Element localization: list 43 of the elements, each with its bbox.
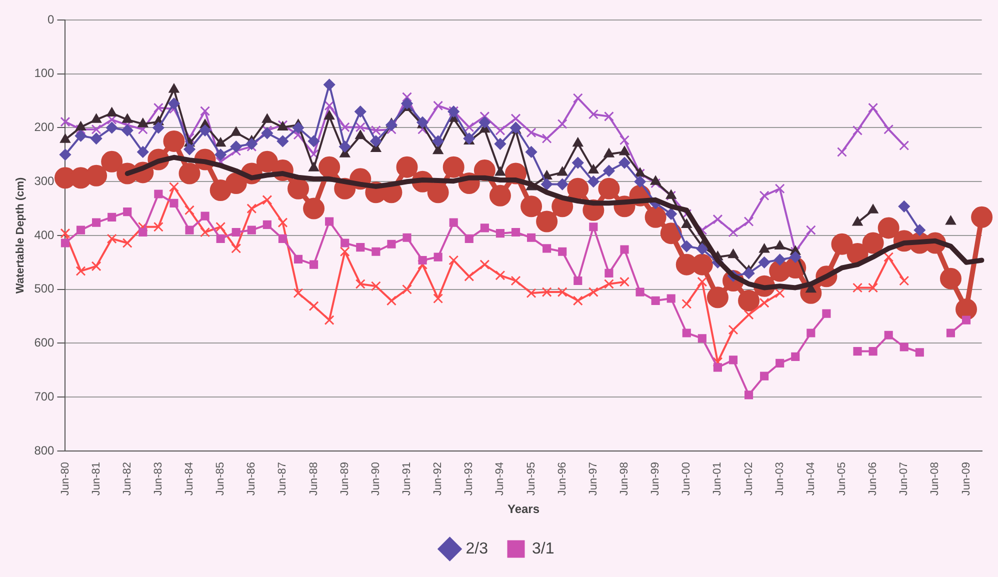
y-tick-label: 300 — [34, 174, 55, 188]
x-tick-label: Jun-07 — [898, 462, 910, 496]
y-tick-label: 400 — [34, 228, 55, 242]
y-axis-title: Watertable Depth (cm) — [14, 176, 27, 294]
x-tick-label: Jun-82 — [121, 462, 134, 496]
x-tick-label: Jun-80 — [59, 462, 72, 496]
x-tick-label: Jun-84 — [184, 462, 196, 496]
x-tick-label: Jun-81 — [90, 462, 102, 496]
y-tick-label: 0 — [48, 12, 55, 26]
y-tick-label: 600 — [34, 336, 55, 350]
y-tick-label: 200 — [34, 120, 55, 134]
x-tick-label: Jun-99 — [650, 462, 662, 496]
x-tick-label: Jun-93 — [463, 462, 476, 496]
x-tick-label: Jun-89 — [338, 462, 351, 496]
x-tick-label: Jun-94 — [494, 462, 506, 496]
y-tick-label: 100 — [34, 66, 55, 80]
x-tick-label: Jun-92 — [432, 462, 444, 496]
x-tick-label: Jun-00 — [680, 462, 693, 496]
x-tick-label: Jun-02 — [742, 462, 755, 496]
x-tick-label: Jun-98 — [618, 462, 631, 496]
x-tick-label: Jun-04 — [804, 462, 817, 496]
x-tick-label: Jun-91 — [401, 462, 414, 496]
x-tick-label: Jun-90 — [370, 462, 382, 496]
y-tick-label: 700 — [34, 389, 55, 404]
x-tick-label: Jun-85 — [214, 462, 227, 496]
x-tick-label: Jun-86 — [246, 462, 258, 496]
legend-label: 2/3 — [466, 540, 488, 558]
x-axis-title: Years — [507, 502, 540, 516]
x-tick-label: Jun-88 — [308, 462, 320, 496]
y-tick-label: 500 — [34, 282, 55, 296]
x-tick-label: Jun-06 — [867, 462, 880, 496]
x-tick-label: Jun-05 — [836, 462, 848, 496]
x-tick-label: Jun-03 — [774, 462, 786, 496]
x-tick-label: Jun-09 — [960, 462, 972, 496]
legend-label: 3/1 — [532, 540, 554, 558]
x-tick-label: Jun-01 — [712, 462, 724, 496]
x-tick-label: Jun-96 — [556, 462, 568, 496]
x-tick-label: Jun-95 — [525, 462, 538, 496]
x-tick-label: Jun-87 — [276, 462, 289, 496]
x-tick-label: Jun-83 — [152, 462, 164, 496]
x-tick-label: Jun-97 — [587, 462, 600, 496]
x-tick-label: Jun-08 — [929, 462, 942, 496]
y-tick-label: 800 — [34, 443, 55, 458]
